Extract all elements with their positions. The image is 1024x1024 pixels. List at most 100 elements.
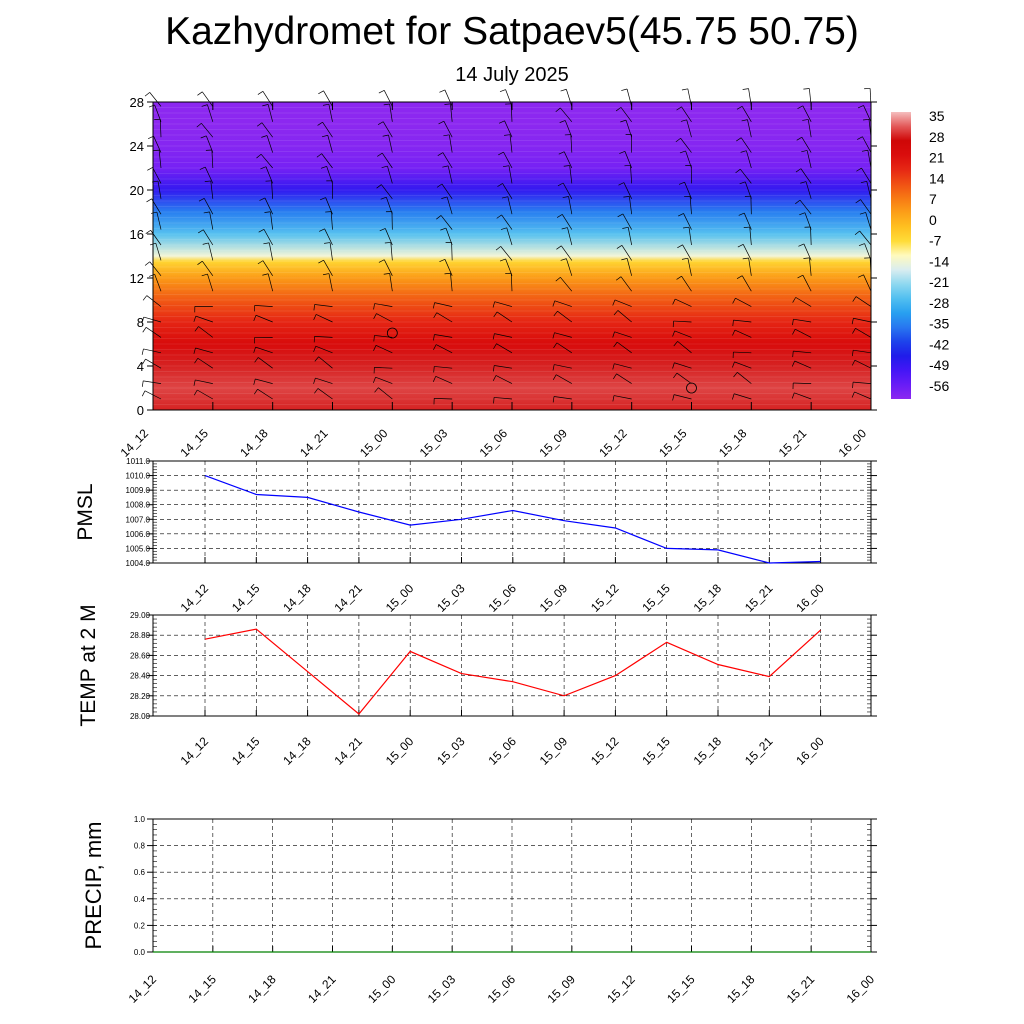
wind-barb xyxy=(326,166,333,184)
wind-barb-flag xyxy=(493,311,498,318)
wind-barb xyxy=(681,275,692,292)
x-tick-label: 14_15 xyxy=(229,734,263,768)
wind-barb xyxy=(510,273,513,292)
wind-barb xyxy=(444,89,453,107)
wind-barb-flag xyxy=(258,228,265,233)
wind-barb-flag xyxy=(441,196,448,199)
y-tick-label: 28.40 xyxy=(130,672,151,681)
wind-barb-flag xyxy=(738,212,745,216)
wind-barb xyxy=(325,197,333,215)
wind-barb-flag xyxy=(672,330,676,337)
y-axis-title: PMSL xyxy=(74,483,97,540)
wind-barb xyxy=(202,260,214,277)
wind-barb xyxy=(500,246,513,261)
wind-barb-flag xyxy=(681,88,688,91)
wind-barb-flag xyxy=(200,135,207,139)
y-tick-label: 0.4 xyxy=(134,895,146,904)
wind-barb xyxy=(381,184,393,200)
wind-barb xyxy=(793,318,812,323)
y-tick-label: 1007.0 xyxy=(126,515,151,524)
x-tick-label: 15_18 xyxy=(691,581,725,615)
wind-barb xyxy=(557,310,573,323)
wind-barb xyxy=(202,229,214,246)
wind-barb-flag xyxy=(795,168,802,173)
wind-barb-flag xyxy=(851,391,855,398)
series-line xyxy=(204,628,822,715)
wind-barb xyxy=(503,151,513,169)
wind-barb xyxy=(496,311,513,323)
wind-barb xyxy=(795,297,812,307)
y-tick-label: 1004.0 xyxy=(126,559,151,568)
wind-barb xyxy=(502,183,513,199)
wind-barb-flag xyxy=(612,331,615,338)
wind-barb xyxy=(506,227,513,246)
wind-barb xyxy=(804,212,812,230)
x-tick-label: 15_09 xyxy=(544,972,578,1006)
wind-barb-flag xyxy=(150,211,157,214)
wind-barb xyxy=(505,89,513,107)
wind-barb-flag xyxy=(436,183,443,188)
wind-barb-flag xyxy=(314,356,319,362)
wind-barb xyxy=(565,89,573,107)
wind-barb-flag xyxy=(193,379,196,386)
wind-barb-flag xyxy=(253,315,257,321)
x-tick-label: 15_09 xyxy=(536,426,570,460)
colorbar-label: -28 xyxy=(929,295,949,311)
wind-barb xyxy=(685,150,692,169)
wind-barb xyxy=(853,349,872,354)
pmsl-panel: 1004.0 1005.0 1006.0 1007.0 1008.0 1009.0 1010… xyxy=(74,457,877,615)
wind-barb-flag xyxy=(254,357,259,363)
wind-barb xyxy=(802,275,812,292)
wind-barb xyxy=(207,273,214,292)
wind-barb-flag xyxy=(492,375,497,381)
wind-barb-flag xyxy=(672,362,675,369)
wind-barb xyxy=(384,228,393,246)
colorbar: 35 28 21 14 7 0 -7 -14 -21 -28 -35 -42 -49 -56 xyxy=(891,108,949,399)
wind-barb-flag xyxy=(743,226,750,228)
wind-barb xyxy=(855,296,872,307)
x-tick-label: 14_21 xyxy=(305,972,339,1006)
wind-barb-flag xyxy=(194,326,199,332)
wind-barb-flag xyxy=(202,242,209,245)
y-tick-label: 0.0 xyxy=(134,948,146,957)
wind-barb-flag xyxy=(615,276,622,281)
wind-barb xyxy=(861,167,872,184)
x-tick-label: 15_15 xyxy=(656,426,690,460)
calm-marker xyxy=(686,382,697,394)
x-tick-label: 16_00 xyxy=(793,734,827,768)
wind-barb-flag xyxy=(732,298,736,304)
wind-barb xyxy=(267,104,274,122)
y-tick-label: 4 xyxy=(137,359,144,374)
y-tick-label: 1011.0 xyxy=(126,457,150,466)
wind-barb-flag xyxy=(859,212,866,215)
wind-barb-flag xyxy=(203,211,210,214)
wind-barb-flag xyxy=(558,151,565,155)
wind-barb-flag xyxy=(146,198,152,203)
y-tick-label: 20 xyxy=(130,183,144,198)
x-tick-label: 15_00 xyxy=(383,734,417,768)
wind-barb-flag xyxy=(621,88,628,91)
x-tick-label: 14_12 xyxy=(118,426,152,460)
wind-barb xyxy=(686,119,692,138)
wind-barb xyxy=(324,228,333,246)
wind-barb xyxy=(314,304,333,307)
wind-barb-flag xyxy=(141,380,144,387)
wind-barb xyxy=(563,151,573,169)
wind-barb-flag xyxy=(261,135,268,138)
wind-barb xyxy=(504,120,513,138)
wind-barb xyxy=(748,257,752,276)
wind-barb xyxy=(673,320,692,323)
wind-barb-flag xyxy=(858,243,865,247)
wind-barb-flag xyxy=(437,152,444,156)
wind-barb xyxy=(793,382,812,384)
wind-barb-flag xyxy=(803,88,810,90)
wind-barb-flag xyxy=(433,334,435,341)
wind-barb xyxy=(554,300,572,307)
wind-barb xyxy=(494,397,513,400)
wind-barb xyxy=(323,259,333,276)
wind-barb xyxy=(621,245,632,261)
wind-barb-flag xyxy=(322,103,329,106)
wind-barb xyxy=(155,243,162,261)
wind-barb-flag xyxy=(377,152,383,157)
x-tick-label: 14_12 xyxy=(178,581,212,615)
